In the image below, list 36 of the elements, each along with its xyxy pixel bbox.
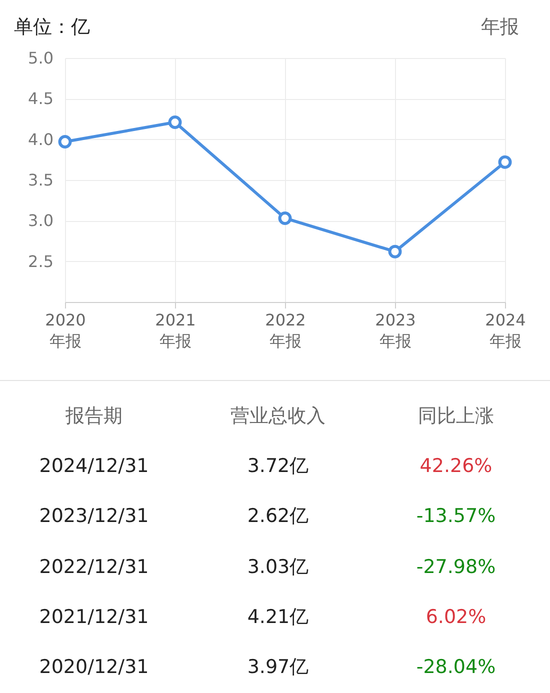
y-axis-title: 单位：亿 (14, 15, 90, 40)
text: 3.97亿 (247, 656, 309, 678)
text: 42.26% (420, 455, 492, 477)
point (498, 155, 512, 169)
y-tick-label: 4.5 (28, 89, 54, 108)
x-tick-label: 2020 年报 (45, 310, 86, 350)
y-tick-label: 3.5 (28, 170, 54, 190)
text: 2.62亿 (247, 505, 309, 528)
text: -27.98% (416, 556, 496, 578)
text: 6.02% (426, 606, 486, 628)
y-tick-label: 5.0 (28, 48, 54, 68)
y-tick-label: 3.0 (28, 211, 54, 230)
x-tick-label: 2023 年报 (375, 310, 416, 350)
text: -28.04% (416, 656, 496, 678)
y-tick-label: 2.5 (28, 252, 54, 271)
text: -13.57% (416, 505, 496, 528)
x-tick-label: 2024 年报 (485, 310, 526, 350)
point (58, 135, 72, 149)
text: 3.72亿 (247, 455, 309, 477)
text: 2023/12/31 (39, 505, 149, 528)
text: 同比上涨 (418, 404, 494, 429)
text: 营业总收入 (230, 404, 326, 429)
x-tick-label: 2022 年报 (265, 310, 306, 350)
text: 年报 (481, 15, 519, 40)
text: 2022/12/31 (39, 556, 149, 578)
point (278, 211, 292, 225)
text: 2024/12/31 (39, 455, 149, 477)
text: 2021/12/31 (39, 606, 149, 628)
x-tick-label: 2021 年报 (155, 310, 196, 350)
point (168, 116, 182, 129)
text: 2020/12/31 (39, 656, 149, 678)
text: 4.21亿 (247, 606, 309, 628)
text: 报告期 (66, 404, 122, 429)
point (388, 244, 402, 258)
text: 3.03亿 (247, 556, 309, 578)
y-tick-label: 4.0 (28, 130, 54, 149)
